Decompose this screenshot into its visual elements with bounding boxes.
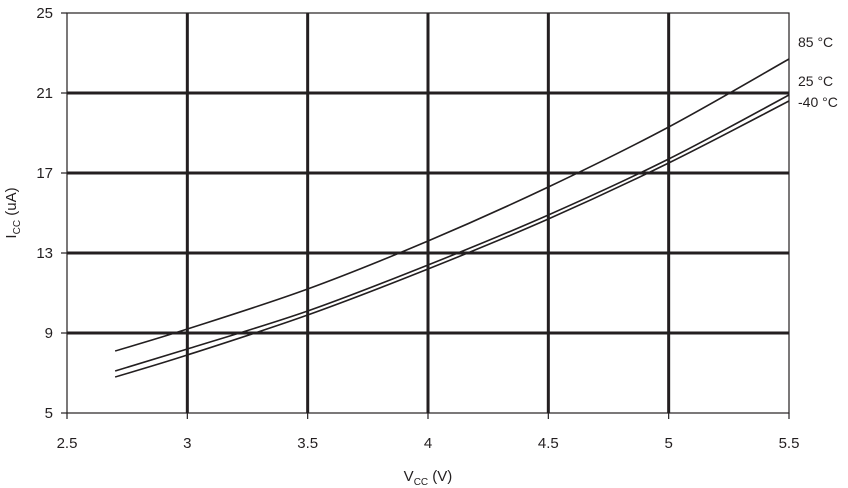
y-tick-label: 21 [36, 85, 53, 102]
x-tick-label: 3 [183, 435, 191, 452]
y-axis-label: ICC (uA) [3, 187, 23, 238]
grid [61, 12, 790, 419]
x-axis-label: VCC (V) [404, 468, 453, 488]
x-tick-label: 4 [424, 435, 432, 452]
x-tick-label: 5 [664, 435, 672, 452]
x-tick-label: 5.5 [779, 435, 800, 452]
x-tick-label: 4.5 [538, 435, 559, 452]
y-tick-label: 13 [36, 245, 53, 262]
plot-area [66, 12, 790, 414]
series-lines [114, 58, 790, 378]
series-label: 85 °C [798, 34, 833, 50]
series-line [114, 94, 790, 372]
y-axis-ticks: 5 9 13 17 21 25 [36, 5, 53, 422]
x-axis-ticks: 2.5 3 3.5 4 4.5 5 5.5 [57, 435, 800, 452]
series-labels: 85 °C 25 °C -40 °C [798, 34, 838, 110]
series-label: -40 °C [798, 94, 838, 110]
series-line [114, 58, 790, 352]
x-tick-label: 3.5 [297, 435, 318, 452]
y-tick-label: 25 [36, 5, 53, 22]
series-label: 25 °C [798, 73, 833, 89]
y-tick-label: 17 [36, 165, 53, 182]
x-tick-label: 2.5 [57, 435, 78, 452]
y-tick-label: 5 [45, 405, 53, 422]
series-line [114, 100, 790, 378]
y-tick-label: 9 [45, 325, 53, 342]
